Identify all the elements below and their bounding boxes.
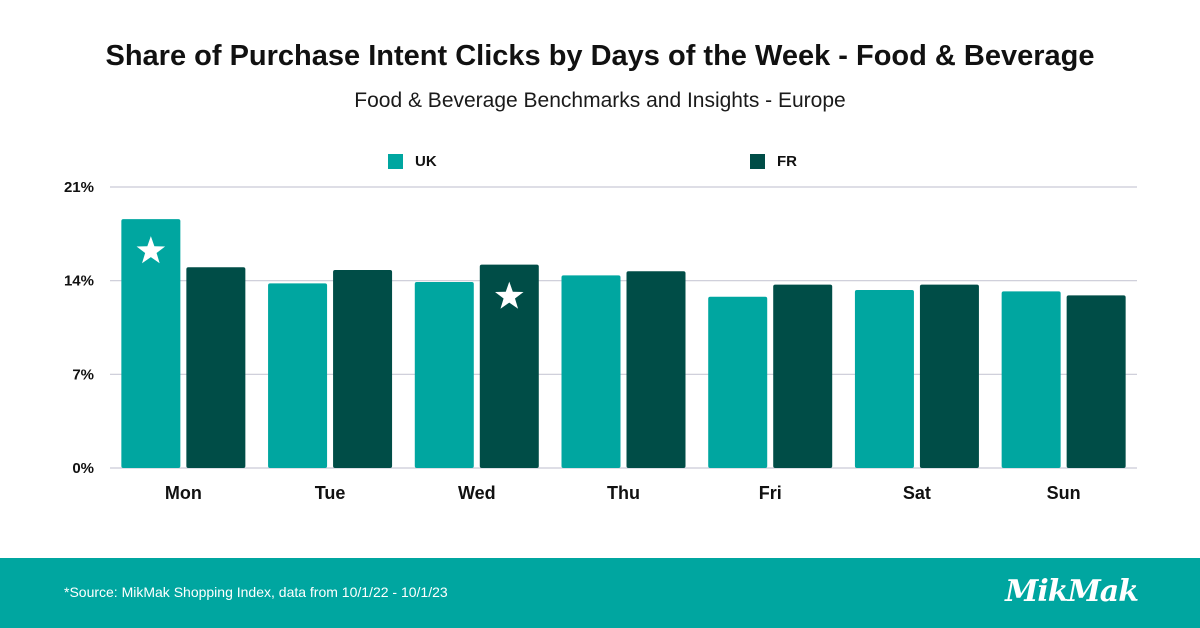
x-tick-label: Tue xyxy=(315,483,346,503)
legend-swatch-uk xyxy=(388,153,403,169)
mikmak-logo: MikMak xyxy=(1005,574,1139,609)
bar-uk-sat xyxy=(854,290,914,468)
bar-fr-sat xyxy=(919,284,979,468)
legend-label-fr: FR xyxy=(777,152,797,170)
bar-uk-sun xyxy=(1001,291,1061,468)
x-tick-label: Mon xyxy=(165,483,202,503)
x-tick-label: Thu xyxy=(607,483,640,503)
x-tick-label: Wed xyxy=(458,483,496,503)
bar-fr-wed xyxy=(479,264,539,468)
y-tick-label: 21% xyxy=(64,179,94,196)
legend-item-uk: UK xyxy=(388,150,437,172)
y-tick-label: 7% xyxy=(72,366,94,383)
source-note: *Source: MikMak Shopping Index, data fro… xyxy=(64,584,448,600)
bar-fr-tue xyxy=(333,269,393,468)
bar-fr-thu xyxy=(626,271,686,468)
legend-item-fr: FR xyxy=(750,150,797,172)
bar-fr-fri xyxy=(773,284,833,468)
x-tick-label: Fri xyxy=(759,483,782,503)
star-icon xyxy=(495,281,524,309)
bar-uk-wed xyxy=(414,282,474,468)
chart-subtitle: Food & Beverage Benchmarks and Insights … xyxy=(354,89,846,112)
bar-fr-sun xyxy=(1066,295,1126,468)
bar-fr-mon xyxy=(186,267,246,468)
bar-uk-mon xyxy=(121,219,181,468)
bar-uk-thu xyxy=(561,275,621,468)
bar-chart: 0% 7% 14% 21% Mon Tue Wed Thu Fri Sat Sun xyxy=(64,179,1137,503)
chart-title: Share of Purchase Intent Clicks by Days … xyxy=(105,40,1095,72)
y-tick-label: 0% xyxy=(72,460,94,477)
legend-swatch-fr xyxy=(750,153,765,169)
legend-label-uk: UK xyxy=(415,152,437,170)
bar-uk-tue xyxy=(268,283,328,468)
x-tick-label: Sat xyxy=(903,483,931,503)
bar-uk-fri xyxy=(708,296,768,468)
y-tick-label: 14% xyxy=(64,273,94,290)
star-icon xyxy=(136,236,166,264)
x-tick-label: Sun xyxy=(1047,483,1081,503)
footer-bar: *Source: MikMak Shopping Index, data fro… xyxy=(0,558,1200,628)
